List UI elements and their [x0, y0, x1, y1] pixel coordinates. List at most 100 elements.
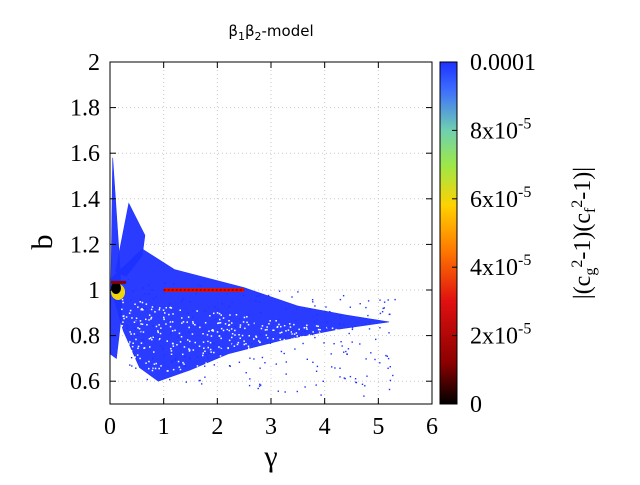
scatter-gap [133, 333, 136, 335]
scatter-gap [137, 306, 139, 308]
scatter-gap [293, 350, 296, 353]
scatter-gap [352, 345, 354, 348]
scatter-gap [234, 358, 237, 360]
scatter-gap [155, 362, 157, 365]
scatter-gap [292, 338, 295, 341]
scatter-point [134, 328, 136, 330]
scatter-point [306, 358, 308, 360]
y-tick-label: 2 [88, 50, 100, 76]
scatter-point [174, 358, 177, 360]
scatter-gap [194, 324, 196, 326]
scatter-gap [347, 343, 350, 346]
scatter-gap [259, 341, 261, 343]
scatter-gap [212, 330, 215, 332]
scatter-gap [260, 351, 263, 354]
scatter-gap [352, 331, 355, 333]
scatter-gap [283, 356, 285, 358]
x-tick-label: 3 [265, 414, 277, 440]
scatter-gap [143, 347, 145, 349]
scatter-gap [137, 327, 139, 329]
scatter-gap [206, 334, 209, 336]
scatter-point [180, 361, 182, 364]
scatter-point [264, 362, 266, 364]
scatter-gap [287, 351, 289, 353]
scatter-gap [188, 350, 191, 352]
scatter-point [248, 337, 251, 339]
scatter-point [269, 342, 272, 344]
scatter-point [260, 384, 262, 386]
scatter-gap [312, 352, 315, 354]
scatter-gap [266, 328, 268, 331]
scatter-gap [319, 329, 321, 331]
scatter-gap [345, 336, 347, 338]
scatter-gap [354, 334, 356, 336]
scatter-gap [121, 338, 123, 340]
scatter-gap [122, 321, 124, 323]
scatter-gap [253, 353, 256, 355]
scatter-point [141, 339, 143, 341]
scatter-gap [328, 347, 331, 349]
scatter-gap [284, 347, 287, 350]
scatter-gap [320, 359, 322, 362]
scatter-point [345, 350, 347, 353]
scatter-gap [295, 361, 297, 364]
scatter-gap [228, 339, 231, 342]
scatter-point [387, 299, 389, 301]
scatter-point [212, 347, 215, 349]
scatter-point [355, 381, 357, 383]
scatter-gap [151, 338, 153, 341]
scatter-point [284, 323, 286, 325]
scatter-gap [331, 327, 334, 329]
scatter-gap [356, 345, 358, 347]
scatter-gap [153, 351, 155, 353]
scatter-gap [137, 345, 140, 348]
scatter-gap [159, 307, 161, 309]
x-tick-label: 5 [372, 414, 384, 440]
scatter-point [234, 326, 236, 328]
scatter-point [316, 365, 319, 368]
scatter-gap [133, 357, 136, 360]
scatter-point [389, 366, 391, 368]
scatter-point [207, 352, 210, 355]
scatter-gap [305, 326, 308, 329]
scatter-gap [288, 355, 290, 357]
scatter-gap [321, 336, 324, 339]
scatter-gap [183, 346, 186, 348]
scatter-gap [236, 356, 238, 359]
scatter-gap [137, 347, 139, 350]
scatter-gap [182, 321, 185, 323]
y-tick-label: 1.4 [70, 187, 100, 213]
scatter-gap [228, 329, 230, 332]
scatter-point [217, 308, 219, 311]
scatter-gap [231, 322, 233, 324]
scatter-point [304, 386, 306, 388]
scatter-gap [322, 334, 324, 336]
scatter-point [314, 336, 316, 339]
scatter-gap [160, 365, 162, 367]
scatter-gap [213, 312, 215, 315]
scatter-gap [288, 345, 290, 347]
scatter-point [253, 358, 255, 360]
scatter-point [238, 361, 241, 363]
scatter-point [196, 356, 199, 358]
scatter-gap [121, 298, 124, 301]
scatter-gap [174, 329, 176, 332]
colorbar-ticks: 0 2x10-5 4x10-5 6x10-5 8x10-5 0.0001 [452, 50, 536, 418]
scatter-gap [286, 355, 288, 357]
scatter-gap [311, 348, 314, 351]
scatter-point [188, 358, 191, 360]
scatter-gap [172, 368, 175, 371]
scatter-point [364, 385, 366, 387]
colorbar-tick-label: 4x10-5 [470, 252, 531, 281]
scatter-gap [248, 335, 250, 337]
scatter-gap [357, 331, 359, 333]
scatter-gap [122, 301, 124, 304]
scatter-point [226, 330, 228, 332]
scatter-gap [318, 354, 321, 356]
scatter-point [379, 362, 381, 364]
scatter-gap [348, 352, 350, 355]
scatter-point [181, 300, 183, 302]
scatter-gap [345, 349, 347, 351]
scatter-point [185, 381, 187, 383]
scatter-point [249, 378, 251, 380]
